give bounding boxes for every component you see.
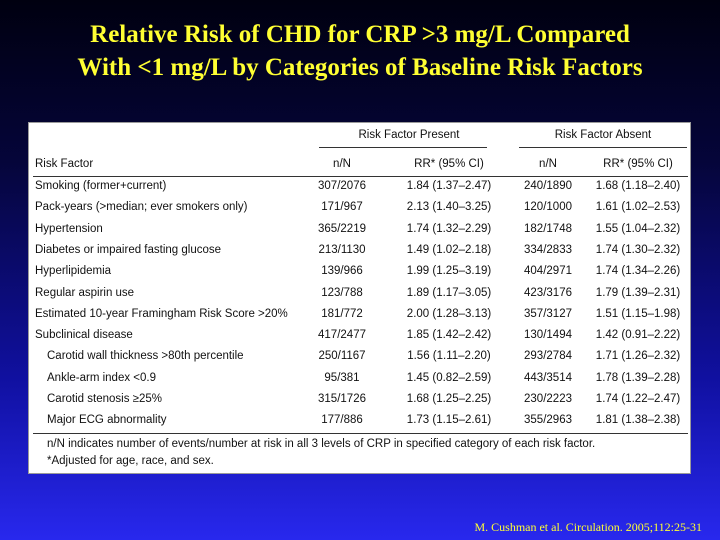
risk-factor-cell: Ankle-arm index <0.9 — [47, 371, 156, 384]
n-present-cell: 307/2076 — [318, 180, 366, 192]
rr-present-cell: 1.49 (1.02–2.18) — [406, 243, 492, 256]
n-absent-cell: 355/2963 — [524, 414, 572, 427]
col-header-rr-present: RR* (95% CI) — [414, 158, 484, 170]
n-absent-cell: 404/2971 — [524, 265, 572, 278]
group-present-rule — [319, 147, 487, 148]
risk-factor-cell: Major ECG abnormality — [47, 414, 167, 427]
rr-absent-cell: 1.55 (1.04–2.32) — [595, 222, 681, 235]
n-absent-cell: 120/1000 — [524, 201, 572, 214]
col-header-rr-absent: RR* (95% CI) — [603, 158, 673, 170]
citation: M. Cushman et al. Circulation. 2005;112:… — [474, 520, 702, 534]
n-present-cell: 365/2219 — [318, 222, 366, 235]
n-present-cell: 417/2477 — [318, 329, 366, 342]
n-present-cell: 139/966 — [321, 265, 363, 278]
n-absent-cell: 423/3176 — [524, 286, 572, 299]
rr-absent-cell: 1.42 (0.91–2.22) — [595, 329, 681, 342]
rr-absent-cell: 1.79 (1.39–2.31) — [595, 286, 681, 299]
n-absent-cell: 357/3127 — [524, 307, 572, 320]
title-line-2: With <1 mg/L by Categories of Baseline R… — [77, 54, 643, 81]
n-absent-cell: 293/2784 — [524, 350, 572, 363]
group-header-present: Risk Factor Present — [358, 129, 460, 141]
rr-present-cell: 2.00 (1.28–3.13) — [406, 307, 492, 320]
title-line-1: Relative Risk of CHD for CRP >3 mg/L Com… — [90, 21, 630, 48]
risk-factor-cell: Hyperlipidemia — [35, 265, 112, 278]
n-present-cell: 123/788 — [321, 286, 363, 299]
rr-absent-cell: 1.78 (1.39–2.28) — [595, 371, 681, 384]
group-absent-rule — [519, 147, 687, 148]
risk-factor-cell: Smoking (former+current) — [35, 180, 167, 192]
rr-absent-cell: 1.74 (1.34–2.26) — [595, 265, 681, 278]
rr-present-cell: 1.85 (1.42–2.42) — [406, 329, 492, 342]
n-absent-cell: 240/1890 — [524, 180, 572, 192]
col-header-risk-factor: Risk Factor — [35, 158, 94, 170]
n-absent-cell: 182/1748 — [524, 222, 572, 235]
rr-absent-cell: 1.74 (1.30–2.32) — [595, 243, 681, 256]
rr-present-cell: 1.99 (1.25–3.19) — [406, 265, 492, 278]
rr-present-cell: 1.74 (1.32–2.29) — [406, 222, 492, 235]
slide-title: Relative Risk of CHD for CRP >3 mg/L Com… — [0, 18, 720, 84]
risk-factor-cell: Carotid stenosis ≥25% — [47, 393, 162, 405]
rr-present-cell: 2.13 (1.40–3.25) — [406, 201, 492, 214]
rr-absent-cell: 1.61 (1.02–2.53) — [595, 201, 681, 214]
rr-present-cell: 1.56 (1.11–2.20) — [407, 350, 491, 363]
risk-factor-cell: Carotid wall thickness >80th percentile — [47, 350, 244, 363]
n-present-cell: 177/886 — [321, 414, 363, 427]
footer-rule — [33, 433, 688, 434]
rr-absent-cell: 1.74 (1.22–2.47) — [595, 393, 681, 405]
rr-absent-cell: 1.71 (1.26–2.32) — [595, 350, 681, 363]
n-present-cell: 315/1726 — [318, 393, 366, 405]
rr-present-cell: 1.84 (1.37–2.47) — [406, 180, 492, 192]
n-present-cell: 250/1167 — [318, 350, 366, 363]
rr-present-cell: 1.73 (1.15–2.61) — [406, 414, 492, 427]
rr-present-cell: 1.45 (0.82–2.59) — [406, 371, 492, 384]
n-absent-cell: 130/1494 — [524, 329, 572, 342]
footnote-events: n/N indicates number of events/number at… — [47, 438, 596, 450]
rr-absent-cell: 1.51 (1.15–1.98) — [595, 307, 681, 320]
n-present-cell: 171/967 — [321, 201, 363, 214]
n-present-cell: 95/381 — [324, 371, 360, 384]
n-absent-cell: 230/2223 — [524, 393, 572, 405]
table-panel: Risk Factor Present Risk Factor Absent R… — [28, 122, 691, 474]
col-header-n-present: n/N — [333, 158, 351, 170]
risk-factor-cell: Pack-years (>median; ever smokers only) — [35, 201, 248, 214]
n-absent-cell: 443/3514 — [524, 371, 572, 384]
risk-factor-cell: Subclinical disease — [35, 329, 133, 342]
rr-absent-cell: 1.81 (1.38–2.38) — [595, 414, 681, 427]
n-absent-cell: 334/2833 — [524, 243, 572, 256]
risk-factor-cell: Estimated 10-year Framingham Risk Score … — [35, 307, 288, 320]
rr-absent-cell: 1.68 (1.18–2.40) — [595, 180, 681, 192]
rr-present-cell: 1.68 (1.25–2.25) — [406, 393, 492, 405]
risk-factor-cell: Diabetes or impaired fasting glucose — [35, 243, 222, 256]
n-present-cell: 181/772 — [321, 307, 363, 320]
footnote-adjusted: *Adjusted for age, race, and sex. — [47, 455, 214, 467]
n-present-cell: 213/1130 — [318, 243, 366, 256]
col-header-n-absent: n/N — [539, 158, 557, 170]
group-header-absent: Risk Factor Absent — [554, 129, 652, 141]
risk-factor-cell: Regular aspirin use — [35, 286, 135, 299]
risk-factor-cell: Hypertension — [35, 222, 103, 235]
header-rule — [33, 176, 688, 177]
rr-present-cell: 1.89 (1.17–3.05) — [406, 286, 492, 299]
